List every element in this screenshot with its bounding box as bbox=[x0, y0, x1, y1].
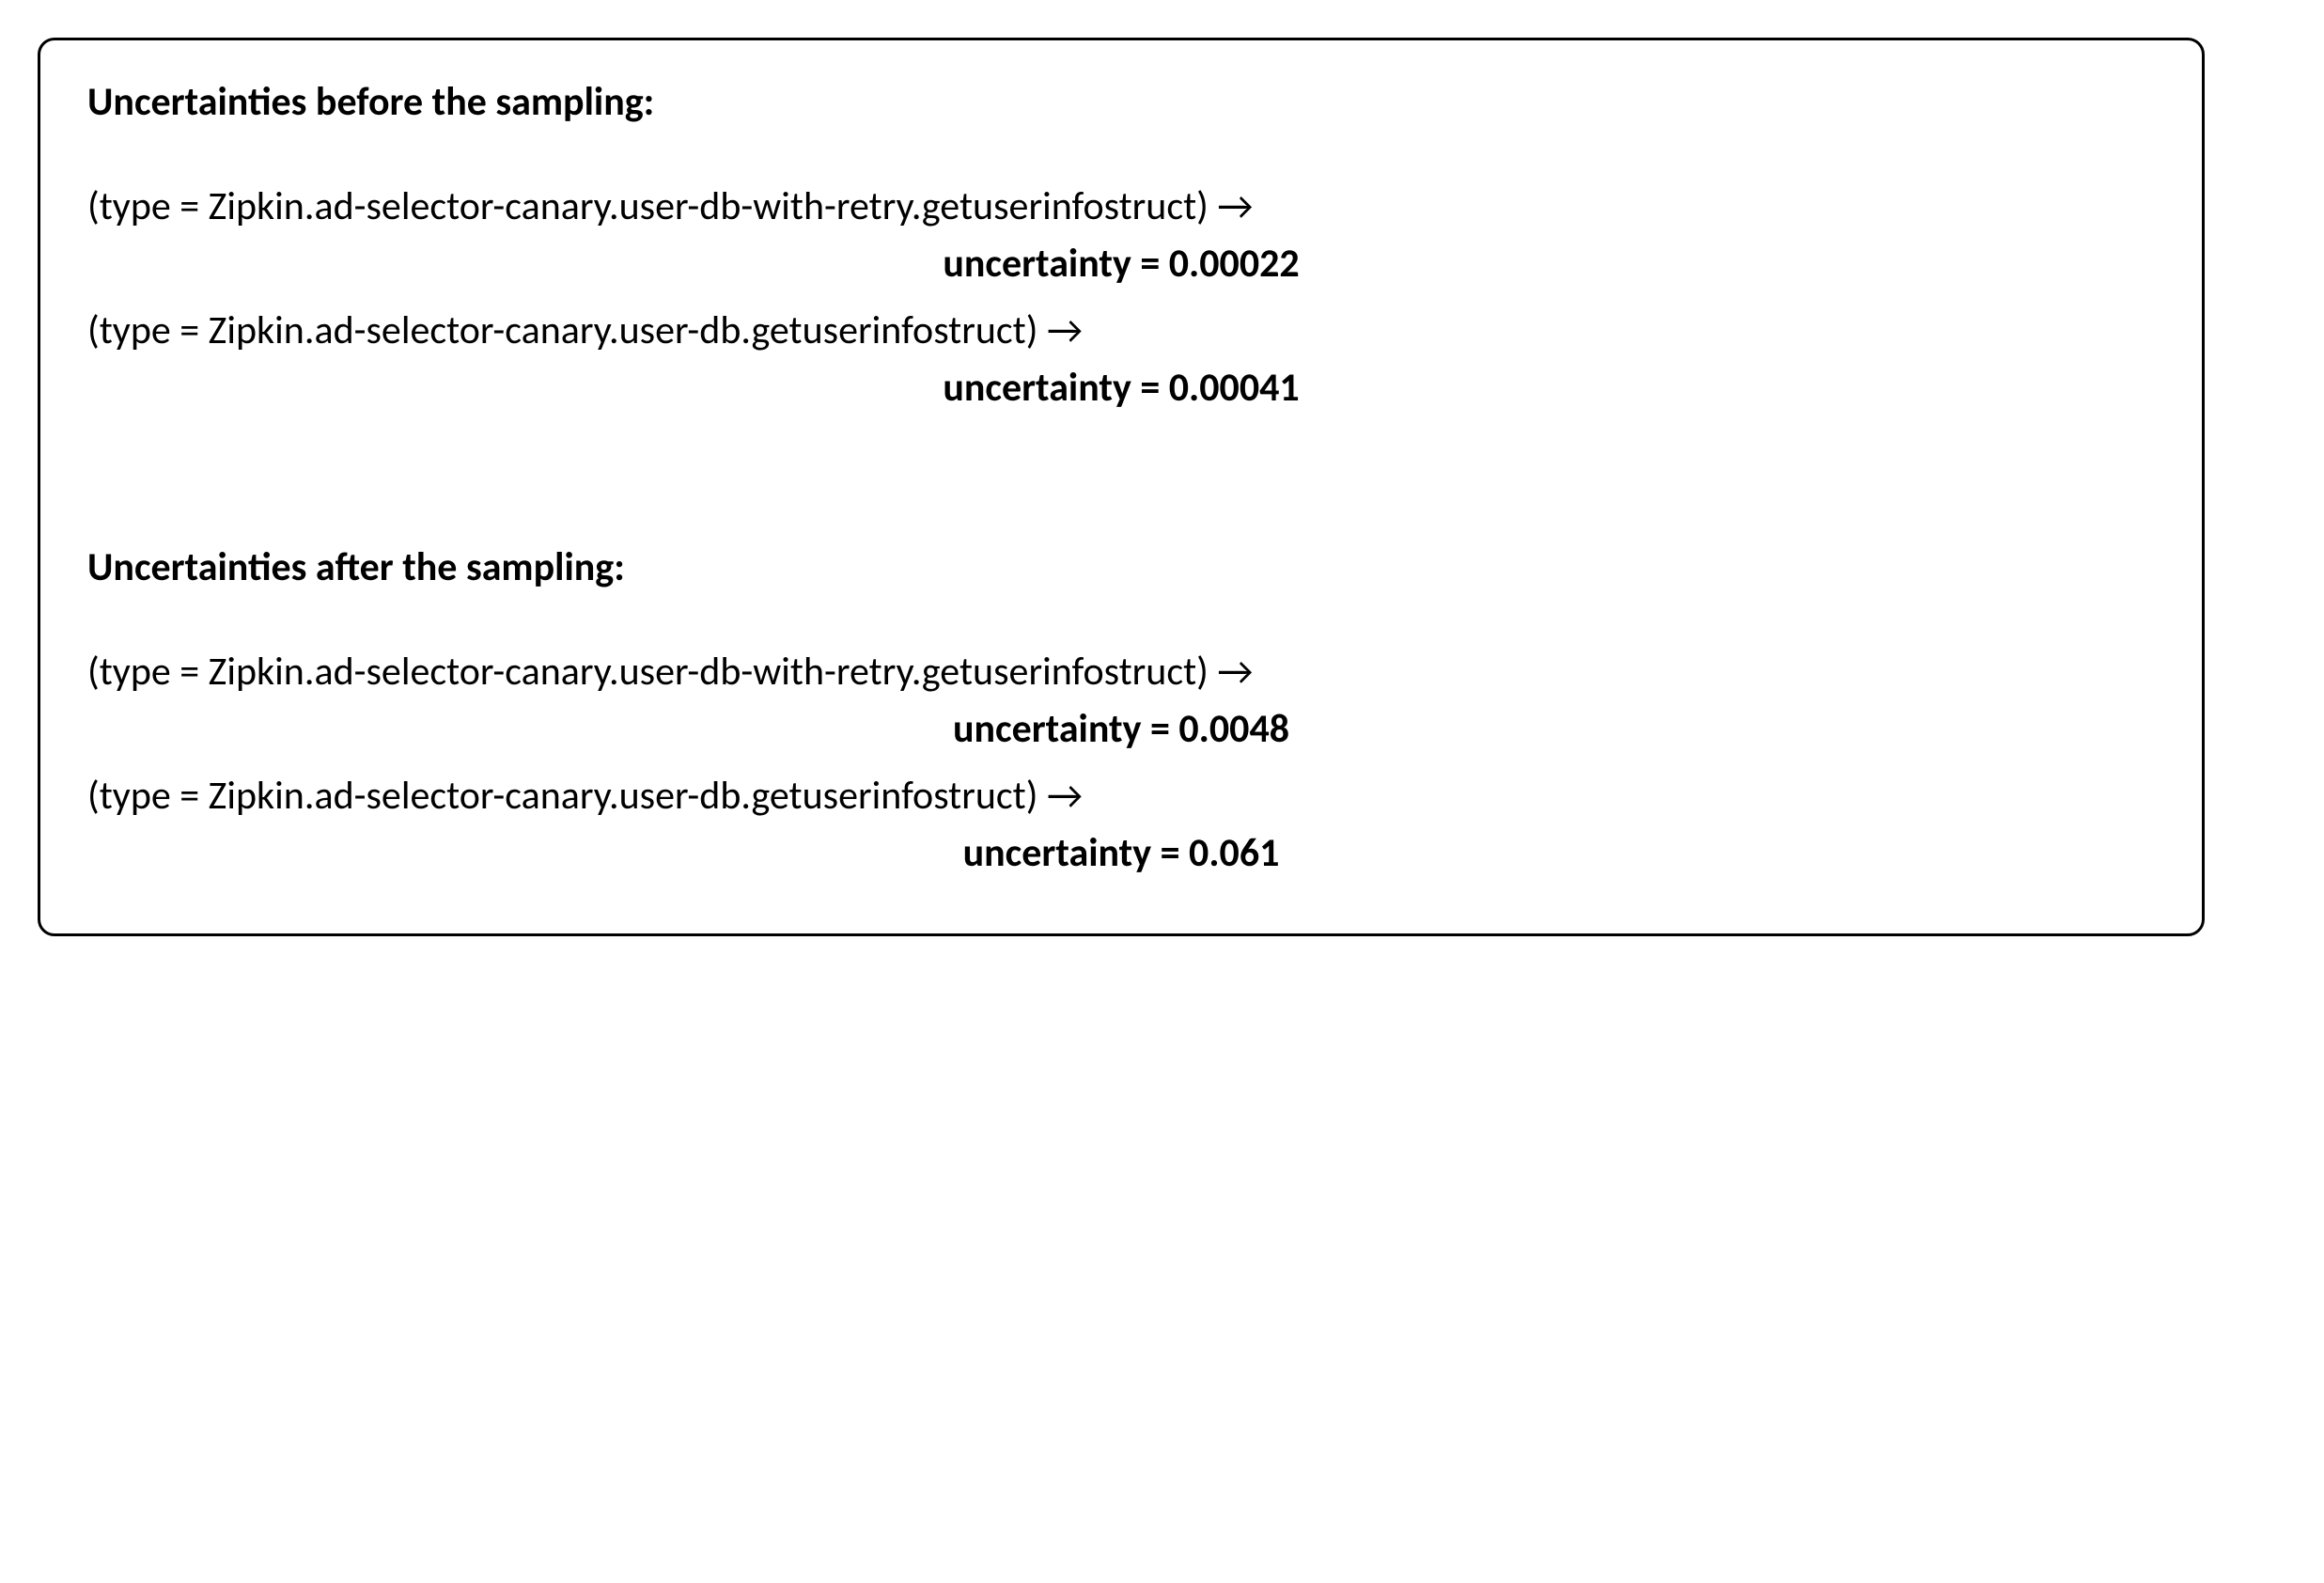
after-section-title: Uncertainties after the sampling: bbox=[87, 543, 2155, 591]
after-entry-0: (type = Zipkin.ad-selector-canary.user-d… bbox=[87, 648, 2155, 753]
section-gap bbox=[87, 431, 2155, 543]
before-entry-1: (type = Zipkin.ad-selector-canary.user-d… bbox=[87, 306, 2155, 412]
type-line: (type = Zipkin.ad-selector-canary.user-d… bbox=[87, 306, 2155, 354]
type-line: (type = Zipkin.ad-selector-canary.user-d… bbox=[87, 772, 2155, 820]
uncertainty-value: uncertainty = 0.0048 bbox=[87, 705, 2155, 753]
before-entry-0: (type = Zipkin.ad-selector-canary.user-d… bbox=[87, 182, 2155, 288]
type-line: (type = Zipkin.ad-selector-canary.user-d… bbox=[87, 648, 2155, 696]
type-line: (type = Zipkin.ad-selector-canary.user-d… bbox=[87, 182, 2155, 230]
after-entry-1: (type = Zipkin.ad-selector-canary.user-d… bbox=[87, 772, 2155, 877]
before-section-title: Uncertainties before the sampling: bbox=[87, 78, 2155, 126]
uncertainty-value: uncertainty = 0.061 bbox=[87, 829, 2155, 877]
uncertainty-box: Uncertainties before the sampling: (type… bbox=[38, 38, 2205, 936]
uncertainty-value: uncertainty = 0.00041 bbox=[87, 364, 2155, 412]
uncertainty-value: uncertainty = 0.00022 bbox=[87, 240, 2155, 288]
